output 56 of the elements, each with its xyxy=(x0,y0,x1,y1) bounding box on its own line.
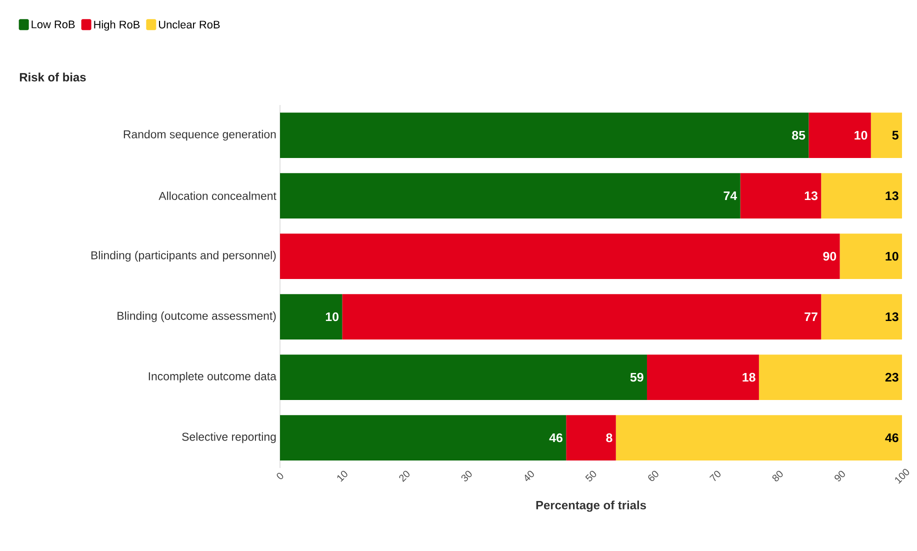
data-label: 77 xyxy=(804,312,818,322)
bar xyxy=(870,112,902,158)
data-label: 13 xyxy=(886,312,898,322)
bar xyxy=(280,112,809,158)
x-tick-label: 10 xyxy=(337,470,348,482)
x-tick-label: 40 xyxy=(524,470,534,482)
bar xyxy=(646,354,759,400)
bar xyxy=(821,173,902,218)
data-label: 74 xyxy=(724,191,738,200)
y-tick-label: Allocation concealment xyxy=(158,192,276,200)
bar xyxy=(280,234,840,279)
y-tick-label: Blinding (outcome assessment) xyxy=(118,311,276,322)
x-tick-label: 100 xyxy=(895,468,910,484)
bar xyxy=(821,294,902,340)
data-label: 10 xyxy=(326,312,338,322)
legend-label: Low RoB xyxy=(32,20,75,28)
bar xyxy=(342,294,822,340)
data-label: 8 xyxy=(606,433,612,442)
y-tick-label: Selective reporting xyxy=(182,432,276,444)
y-tick-label: Random sequence generation xyxy=(124,130,276,141)
x-tick-label: 50 xyxy=(585,470,596,482)
y-tick-label: Blinding (participants and personnel) xyxy=(91,250,276,262)
bar xyxy=(808,112,871,158)
bar xyxy=(740,173,822,218)
bar xyxy=(566,415,616,460)
x-axis-title: Percentage of trials xyxy=(536,500,646,512)
data-label: 10 xyxy=(886,252,898,261)
text: Risk of bias xyxy=(20,72,86,82)
data-label: 13 xyxy=(804,191,818,200)
data-label: 46 xyxy=(549,433,562,442)
bar xyxy=(280,173,740,218)
bar xyxy=(758,354,902,400)
y-tick-label: Incomplete outcome data xyxy=(148,372,276,383)
data-label: 5 xyxy=(892,130,898,140)
x-tick-label: 70 xyxy=(709,470,720,482)
x-tick-label: 0 xyxy=(276,472,284,480)
data-label: 10 xyxy=(854,130,868,140)
data-label: 90 xyxy=(823,252,836,261)
bar xyxy=(280,415,566,460)
bar xyxy=(616,415,902,460)
x-tick-label: 60 xyxy=(648,470,658,482)
legend-label: High RoB xyxy=(94,20,140,31)
x-tick-label: 90 xyxy=(834,470,845,482)
data-label: 59 xyxy=(630,372,644,382)
x-tick-label: 30 xyxy=(461,470,472,482)
x-tick-label: 20 xyxy=(399,470,410,482)
data-label: 18 xyxy=(742,372,756,382)
legend-label: Unclear RoB xyxy=(159,20,220,28)
data-label: 23 xyxy=(885,372,898,382)
data-label: 13 xyxy=(886,191,898,200)
x-tick-label: 80 xyxy=(772,470,783,482)
data-label: 46 xyxy=(885,433,898,442)
data-label: 85 xyxy=(792,130,806,140)
bar xyxy=(280,294,342,340)
bar xyxy=(280,354,647,400)
bar xyxy=(840,234,902,279)
